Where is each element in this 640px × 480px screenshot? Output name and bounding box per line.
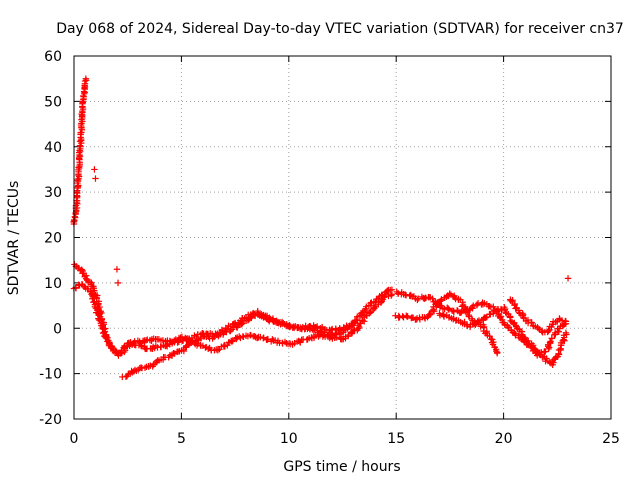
y-tick-label: 30 [44, 185, 62, 201]
data-point-isolated [564, 275, 572, 282]
axis-ticks: 0 5 10 15 20 25 -20 -10 0 10 20 30 40 50 60 [39, 49, 620, 447]
data-point-track-c [248, 314, 255, 322]
data-point-track-a [357, 309, 365, 317]
y-tick-label: -20 [39, 412, 62, 428]
y-tick-label: 20 [44, 231, 62, 247]
data-point-track-d [402, 291, 409, 298]
data-point-track-f [507, 317, 514, 325]
y-axis-label: SDTVAR / TECUs [6, 181, 22, 296]
data-point-track-b [228, 338, 236, 345]
x-tick-label: 5 [177, 431, 186, 447]
data-point-track-g [528, 319, 535, 326]
data-point-track-e [404, 313, 411, 320]
y-tick-label: 10 [44, 276, 62, 292]
data-point-track-c [188, 339, 195, 347]
data-point-track-f [482, 314, 490, 321]
data-point-track-b [371, 304, 378, 311]
data-point-track-e [493, 350, 501, 357]
data-point-track-e [427, 310, 434, 318]
data-point-track-b [269, 336, 276, 343]
data-point-track-b [137, 342, 145, 349]
data-point-track-c [312, 323, 319, 331]
data-point-isolated [91, 166, 98, 173]
data-point-track-a [384, 287, 391, 294]
data-point-isolated [113, 266, 121, 273]
data-point-track-b [163, 342, 170, 349]
data-point-early-spike [75, 164, 82, 171]
data-point-track-c [189, 338, 196, 345]
data-point-track-g [515, 309, 523, 316]
data-point-track-f [464, 322, 471, 330]
data-point-track-c [194, 335, 202, 343]
data-points [70, 75, 572, 381]
data-point-track-b [388, 292, 395, 299]
y-tick-label: 50 [44, 94, 62, 110]
data-point-track-b [344, 333, 352, 340]
chart-title: Day 068 of 2024, Sidereal Day-to-day VTE… [56, 21, 624, 37]
data-point-track-c [223, 328, 230, 336]
data-point-track-a [78, 266, 85, 273]
x-tick-label: 25 [602, 431, 620, 447]
data-point-track-c [247, 313, 254, 321]
data-point-track-d [421, 295, 428, 302]
x-axis-label: GPS time / hours [283, 459, 400, 475]
data-point-track-d [468, 303, 476, 311]
x-tick-label: 15 [387, 431, 405, 447]
data-point-isolated [92, 175, 99, 182]
data-point-isolated [114, 279, 122, 287]
data-point-track-d [445, 306, 453, 313]
data-point-track-g [562, 318, 570, 325]
data-point-track-e [446, 290, 453, 297]
data-point-track-f [521, 334, 529, 341]
data-point-track-c [273, 317, 280, 325]
data-point-track-f [550, 359, 557, 366]
data-point-track-g [545, 327, 552, 334]
data-point-track-d [395, 290, 402, 297]
x-tick-label: 20 [495, 431, 513, 447]
data-point-track-b [362, 311, 370, 319]
plot-frame [73, 55, 612, 420]
data-point-track-b [333, 334, 340, 341]
data-point-track-c [280, 319, 287, 327]
y-tick-label: 0 [53, 321, 62, 337]
y-tick-label: 40 [44, 140, 62, 156]
x-tick-label: 10 [280, 431, 298, 447]
data-point-track-d [474, 300, 482, 307]
data-point-track-a [82, 275, 90, 282]
data-point-track-c [278, 318, 286, 326]
data-point-track-e [430, 308, 438, 315]
data-point-track-g [538, 328, 545, 335]
data-point-track-f [536, 350, 543, 358]
y-tick-label: -10 [39, 367, 62, 383]
data-point-track-e [468, 315, 476, 322]
data-point-track-b [260, 334, 267, 342]
data-point-track-c [307, 323, 314, 330]
data-point-track-g [534, 324, 542, 332]
data-point-track-d [414, 296, 421, 304]
data-point-track-d [547, 338, 554, 345]
data-point-track-d [561, 321, 568, 328]
data-point-track-c [350, 320, 357, 327]
data-point-track-b [388, 291, 396, 298]
data-point-track-f [562, 329, 570, 336]
data-point-track-c [336, 325, 343, 332]
data-point-track-c [269, 316, 276, 324]
data-point-track-b [123, 343, 131, 351]
data-point-track-d [548, 335, 556, 342]
x-tick-label: 0 [70, 431, 79, 447]
data-point-early-spike [74, 176, 81, 184]
data-point-track-e [403, 312, 410, 319]
data-point-track-b [99, 319, 106, 326]
data-point-track-b [178, 333, 186, 341]
data-point-early-spike [82, 75, 90, 82]
data-point-track-c [141, 364, 149, 371]
y-tick-label: 60 [44, 49, 62, 65]
data-point-track-f [472, 321, 479, 328]
data-point-track-e [425, 311, 433, 318]
